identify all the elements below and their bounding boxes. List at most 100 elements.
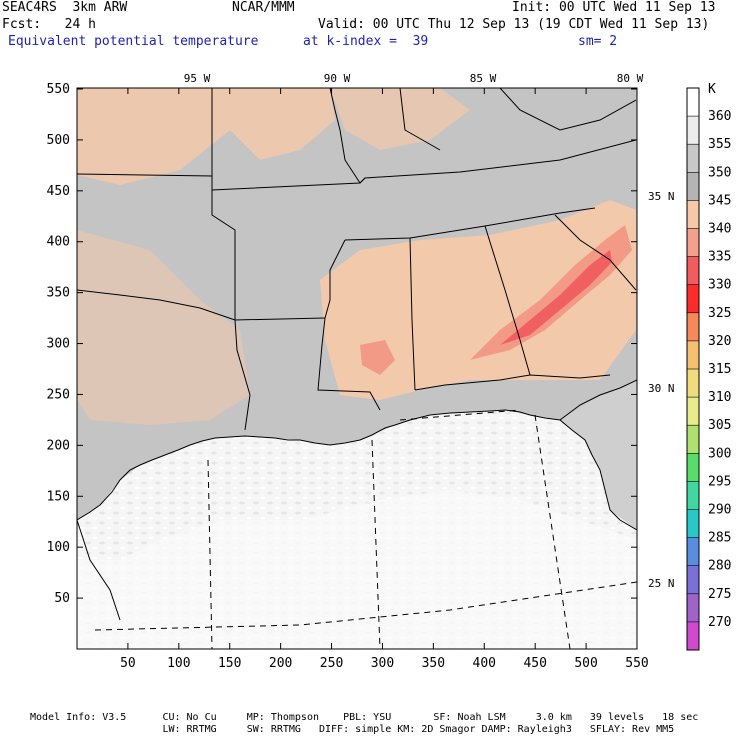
colorbar-swatch (687, 481, 699, 510)
colorbar-level-label: 350 (708, 165, 731, 180)
y-tick-label: 400 (47, 235, 70, 250)
y-tick-label: 100 (47, 540, 70, 555)
graticule (94, 409, 637, 649)
colorbar-swatch (687, 228, 699, 258)
x-tick-label: 400 (473, 656, 496, 671)
meridian-90w (371, 439, 381, 649)
colorbar: 360 355 350 345 340 335 330 325 320 315 310 305 300 2… (686, 82, 731, 651)
warm-region-ohio-valley (330, 88, 470, 150)
y-tick-label: 150 (47, 489, 70, 504)
colorbar-swatch (687, 256, 699, 286)
model-info-line1: Model Info: V3.5 CU: No Cu MP: Thompson … (30, 712, 699, 723)
colorbar-level-label: 340 (708, 222, 731, 237)
colorbar-unit: K (708, 82, 716, 97)
x-tick-label: 500 (574, 656, 597, 671)
louisiana-mississippi-border (317, 317, 381, 411)
florida-north-border (414, 374, 611, 391)
atlantic-coastline (559, 379, 637, 421)
colorbar-level-label: 360 (708, 109, 731, 124)
ohio-river-border (499, 88, 637, 131)
indiana-border (399, 88, 441, 151)
colorbar-swatch (687, 116, 699, 145)
longitude-label: 95 W (184, 72, 211, 85)
colorbar-swatch (687, 397, 699, 426)
y-tick-label: 350 (47, 286, 70, 301)
latitude-label: 25 N (648, 577, 675, 590)
mississippi-alabama-border (409, 237, 416, 391)
colorbar-swatch (687, 369, 699, 398)
x-tick-label: 100 (167, 656, 190, 671)
warm-region-north-plains (77, 88, 335, 185)
geo-labels: 95 W 90 W 85 W 80 W 35 N 30 N 25 N (184, 72, 675, 590)
x-tick-label: 200 (269, 656, 292, 671)
y-tick-label: 500 (47, 133, 70, 148)
longitude-label: 85 W (470, 72, 497, 85)
x-tick-label: 300 (371, 656, 394, 671)
atlantic-area (560, 380, 637, 530)
colorbar-level-label: 295 (708, 474, 731, 489)
mississippi-river-border (324, 239, 346, 319)
valid-time: Valid: 00 UTC Thu 12 Sep 13 (19 CDT Wed … (318, 17, 710, 32)
map-area (77, 88, 637, 649)
colorbar-level-label: 290 (708, 503, 731, 518)
colorbar-level-label: 285 (708, 531, 731, 546)
y-tick-label: 450 (47, 184, 70, 199)
colorbar-level-label: 315 (708, 362, 731, 377)
meridian-95w (207, 459, 213, 649)
longitude-label: 90 W (324, 72, 351, 85)
y-tick-label: 50 (54, 591, 70, 606)
kentucky-tennessee-border (359, 139, 637, 184)
y-tick-label: 200 (47, 438, 70, 453)
political-boundaries (77, 88, 637, 621)
hot-band-core (500, 250, 612, 345)
x-tick-label: 150 (218, 656, 241, 671)
x-tick-label: 50 (120, 656, 136, 671)
plot-frame (76, 87, 638, 650)
warm-region-southeast (320, 200, 636, 400)
colorbar-level-label: 310 (708, 390, 731, 405)
hot-spot-mississippi (360, 340, 395, 375)
colorbar-swatch (687, 172, 699, 201)
colorbar-level-label: 330 (708, 278, 731, 293)
colorbar-swatch (687, 340, 699, 370)
colorbar-level-label: 355 (708, 137, 731, 152)
colorbar-swatch (687, 88, 699, 117)
colorbar-level-label: 305 (708, 418, 731, 433)
colorbar-swatch (687, 509, 699, 539)
colorbar-swatch (687, 593, 699, 623)
model-info-line2: LW: RRTMG SW: RRTMG DIFF: simple KM: 2D … (30, 724, 675, 735)
colorbar-level-label: 320 (708, 334, 731, 349)
mexico-coastline (77, 519, 121, 621)
texas-louisiana-border (234, 319, 251, 431)
red-river-border (77, 289, 236, 321)
colorbar-swatch (687, 537, 699, 567)
colorbar-swatch (687, 144, 699, 173)
colorbar-swatch (687, 200, 699, 229)
y-tick-label: 250 (47, 387, 70, 402)
parallel-25n (94, 581, 637, 631)
colorbar-swatch (687, 425, 699, 454)
hot-band-outer (470, 225, 632, 360)
gulf-calm-area (77, 490, 637, 649)
model-run-title: SEAC4RS 3km ARW (2, 0, 128, 15)
colorbar-level-label: 345 (708, 193, 731, 208)
parallel-30n-gulf (399, 409, 521, 421)
y-tick-label: 550 (47, 82, 70, 97)
colorbar-swatch (687, 621, 699, 651)
x-axis: 50 100 150 200 250 300 350 400 450 500 550 (120, 88, 649, 671)
longitude-label: 80 W (617, 72, 644, 85)
alabama-georgia-border (484, 225, 531, 376)
warm-region-texas (77, 230, 250, 425)
colorbar-swatch (687, 284, 699, 314)
latitude-label: 35 N (648, 190, 675, 203)
y-tick-label: 300 (47, 337, 70, 352)
colorbar-level-label: 270 (708, 615, 731, 630)
colorbar-level-label: 335 (708, 250, 731, 265)
colorbar-level-label: 300 (708, 446, 731, 461)
y-axis: 550 500 450 400 350 300 250 200 150 100 50 (47, 82, 637, 606)
level-index: at k-index = 39 (303, 34, 429, 49)
x-tick-label: 350 (422, 656, 445, 671)
x-tick-label: 550 (625, 656, 648, 671)
colorbar-swatch (687, 312, 699, 342)
